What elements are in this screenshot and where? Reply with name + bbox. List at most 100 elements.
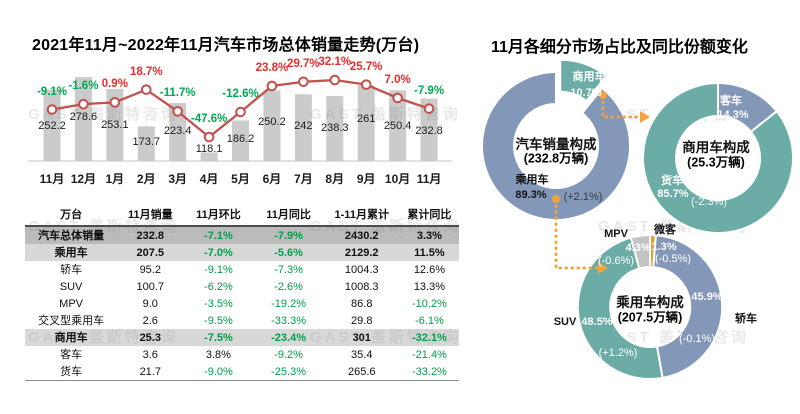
bar xyxy=(357,85,375,161)
row-label-cell: 客车 xyxy=(60,348,83,361)
table-row: 商用车 25.3 -7.5% -23.4% 301 -32.1% xyxy=(25,329,459,346)
line-marker xyxy=(203,131,215,143)
bar-value-label: 278.6 xyxy=(69,111,98,123)
table-row: MPV 9.0 -3.5% -19.2% 86.8 -10.2% xyxy=(25,295,459,312)
arrowhead-icon xyxy=(598,262,608,274)
bar xyxy=(420,98,438,161)
value-cell: 232.8 xyxy=(117,226,184,244)
row-label-cell: 轿车 xyxy=(60,263,83,276)
donut-panel-title: 11月各细分市场占比及同比份额变化 xyxy=(491,39,748,56)
row-label-cell: 货车 xyxy=(60,365,83,378)
bar xyxy=(106,89,124,161)
line-marker xyxy=(140,84,152,95)
table-header-cell: 11月环比 xyxy=(183,204,254,227)
yoy-pct-label: 23.8% xyxy=(255,61,289,74)
slice-delta: (-0.1%) xyxy=(678,333,716,345)
donut-slice xyxy=(629,233,651,270)
connector-dot xyxy=(599,91,607,99)
value-cell: -2.6% xyxy=(274,280,303,293)
slice-delta: (-0.6%) xyxy=(597,255,635,267)
slice-label: MPV xyxy=(604,228,628,240)
value-cell: -10.2% xyxy=(411,297,447,310)
donut-slice xyxy=(652,234,724,380)
bar-value-label: 118.1 xyxy=(195,143,223,155)
slice-pct: 48.5% xyxy=(581,316,613,328)
table-header-cell: 11月销量 xyxy=(117,204,184,227)
bar-value-label: 253.1 xyxy=(101,119,129,131)
sales-summary-table: 万台 11月销量 11月环比 11月同比 1-11月累计 累计同比 汽车总体销量 232.8-… xyxy=(25,204,459,381)
value-cell: 100.7 xyxy=(136,280,165,293)
slice-label: 客车 xyxy=(720,95,742,107)
donut-center-subtitle: (25.3万辆) xyxy=(687,155,745,170)
line-marker xyxy=(392,92,403,104)
x-axis-label: 1月 xyxy=(105,172,125,186)
x-axis-label: 5月 xyxy=(231,172,250,186)
yoy-pct-label: -7.9% xyxy=(414,84,445,97)
row-label-cell: 商用车 xyxy=(25,329,118,346)
row-label-cell: 乘用车 xyxy=(25,244,118,261)
x-axis-label: 8月 xyxy=(325,172,345,186)
table-header-cell: 万台 xyxy=(25,204,118,227)
value-cell: -9.2% xyxy=(274,348,303,361)
yoy-pct-label: 29.7% xyxy=(287,57,320,70)
table-row: 客车 3.6 3.8% -9.2% 35.4 -21.4% xyxy=(25,346,459,363)
value-cell: 1008.3 xyxy=(344,280,379,293)
bar-value-label: 242 xyxy=(294,120,313,132)
x-axis-label: 3月 xyxy=(168,172,188,186)
value-cell: 301 xyxy=(323,329,400,346)
slice-pct: 45.9% xyxy=(691,291,723,303)
value-cell: -7.0% xyxy=(183,244,254,261)
line-marker xyxy=(109,97,121,108)
slice-label: 微客 xyxy=(654,224,676,236)
value-cell: -25.3% xyxy=(271,365,306,378)
bar-value-label: 173.7 xyxy=(132,136,161,148)
x-axis-label: 11月 xyxy=(416,172,442,186)
bar xyxy=(74,77,92,161)
value-cell: 3.8% xyxy=(205,348,231,361)
row-label-cell: 汽车总体销量 xyxy=(25,226,118,244)
value-cell: 13.3% xyxy=(413,280,446,293)
value-cell: -7.3% xyxy=(274,263,303,276)
bar-value-label: 232.8 xyxy=(415,125,443,137)
value-cell: -3.5% xyxy=(204,297,233,310)
bar xyxy=(263,90,281,161)
bar-value-label: 250.2 xyxy=(258,116,286,128)
value-cell: -7.1% xyxy=(183,226,254,244)
bar-value-label: 186.2 xyxy=(226,133,255,145)
bar-value-label: 252.2 xyxy=(38,120,66,132)
x-axis-label: 10月 xyxy=(384,172,411,186)
row-label-cell: MPV xyxy=(59,297,84,310)
value-cell: -9.0% xyxy=(204,365,233,378)
x-axis-label: 7月 xyxy=(294,172,313,186)
line-marker xyxy=(360,79,372,90)
value-cell: 1004.3 xyxy=(344,263,379,276)
bar-value-label: 238.3 xyxy=(321,122,349,134)
line-marker xyxy=(266,80,278,92)
table-header-cell: 1-11月累计 xyxy=(323,204,400,227)
value-cell: 12.6% xyxy=(413,263,446,276)
donut-slice xyxy=(559,58,608,103)
slice-label: 轿车 xyxy=(735,313,757,325)
x-axis-label: 2月 xyxy=(136,172,156,186)
slice-delta: (+2.1%) xyxy=(563,191,603,203)
value-cell: 9.0 xyxy=(142,297,158,310)
slice-pct: 85.7% xyxy=(657,188,689,200)
value-cell: 2430.2 xyxy=(323,226,400,244)
bar-value-label: 223.4 xyxy=(163,125,192,137)
connector-dot xyxy=(552,195,560,203)
value-cell: 25.3 xyxy=(117,329,184,346)
slice-label: 商用车 xyxy=(572,71,606,83)
yoy-pct-label: 18.7% xyxy=(129,65,163,78)
x-axis-label: 6月 xyxy=(262,172,282,186)
value-cell: -9.5% xyxy=(204,314,233,327)
value-cell: 95.2 xyxy=(139,263,161,276)
value-cell: 265.6 xyxy=(347,365,376,378)
table-row: 交叉型乘用车 2.6 -9.5% -33.3% 29.8 -6.1% xyxy=(25,312,459,329)
yoy-pct-label: 25.7% xyxy=(349,60,383,73)
arrowhead-icon xyxy=(640,111,650,123)
line-marker xyxy=(46,104,58,115)
connector-dotted-line xyxy=(601,100,642,119)
slice-pct: 4.3% xyxy=(625,242,651,254)
slice-pct: 14.3% xyxy=(717,109,749,121)
slice-pct: 1.3% xyxy=(651,241,677,253)
